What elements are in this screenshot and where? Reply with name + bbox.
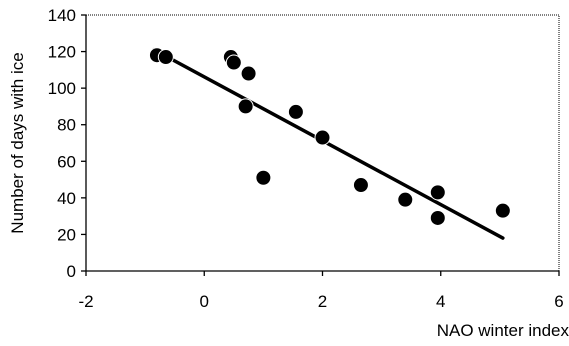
y-tick-label: 20 [57, 225, 76, 244]
y-tick-label: 140 [48, 6, 76, 25]
y-tick-label: 120 [48, 43, 76, 62]
data-point [314, 129, 331, 146]
data-point [397, 191, 414, 208]
data-point [287, 103, 304, 120]
y-tick-label: 0 [67, 262, 76, 281]
trendline [152, 47, 505, 240]
x-tick-label: 4 [436, 292, 445, 311]
data-point [494, 202, 511, 219]
y-tick-label: 80 [57, 116, 76, 135]
y-tick-label: 100 [48, 79, 76, 98]
data-point [352, 177, 369, 194]
y-axis-title: Number of days with ice [8, 52, 27, 233]
x-tick-label: 2 [318, 292, 327, 311]
trendline-group [152, 47, 505, 240]
data-point [429, 184, 446, 201]
y-tick-label: 40 [57, 189, 76, 208]
y-tick-label: 60 [57, 152, 76, 171]
data-point [429, 209, 446, 226]
x-tick-label: 0 [200, 292, 209, 311]
x-tick-label: 6 [554, 292, 563, 311]
data-point [237, 98, 254, 115]
data-points [148, 47, 511, 226]
data-point [225, 54, 242, 71]
x-tick-label: -2 [78, 292, 93, 311]
data-point [157, 49, 174, 66]
data-point [255, 169, 272, 186]
x-axis-title: NAO winter index [437, 321, 569, 340]
data-point [240, 65, 257, 82]
